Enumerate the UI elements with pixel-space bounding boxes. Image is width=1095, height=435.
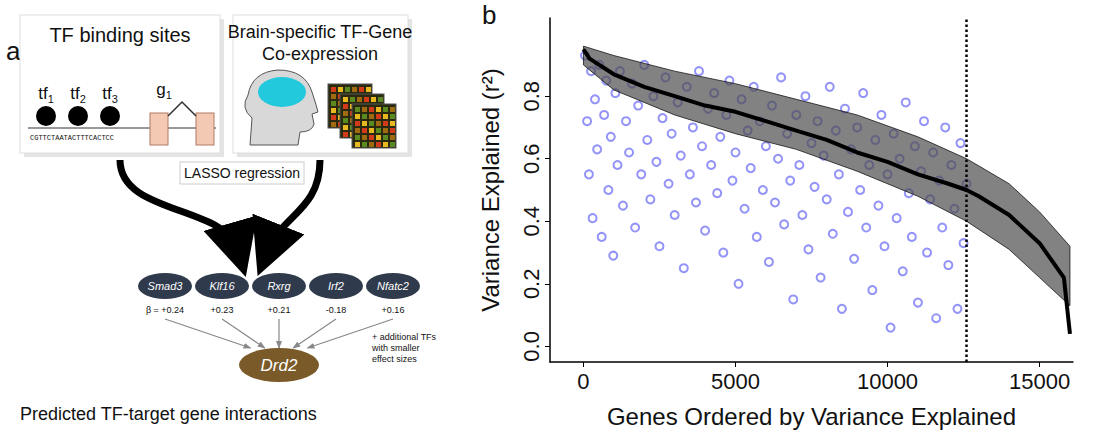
svg-text:Smad3: Smad3 [148,280,184,292]
svg-text:tf2: tf2 [70,84,86,105]
svg-text:g1: g1 [156,80,172,101]
svg-text:0.8: 0.8 [519,81,544,112]
svg-text:TF binding sites: TF binding sites [49,24,190,46]
svg-text:a: a [6,36,21,66]
svg-text:tf1: tf1 [38,84,54,105]
svg-text:+0.16: +0.16 [382,305,405,315]
svg-text:Variance Explained (r²): Variance Explained (r²) [477,68,504,312]
svg-text:tf3: tf3 [102,84,118,105]
svg-text:+0.23: +0.23 [211,305,234,315]
svg-text:Predicted TF-target gene inter: Predicted TF-target gene interactions [20,404,317,424]
svg-text:-0.18: -0.18 [326,305,347,315]
svg-text:+ additional TFs: + additional TFs [372,332,437,342]
svg-text:15000: 15000 [1009,369,1070,394]
svg-text:Genes Ordered by Variance Expl: Genes Ordered by Variance Explained [607,403,1016,430]
svg-text:CGTTCTAATACTTTCACTCC: CGTTCTAATACTTTCACTCC [30,134,114,142]
svg-text:Co-expression: Co-expression [262,44,378,64]
svg-text:Klf16: Klf16 [209,280,235,292]
svg-text:Brain-specific TF-Gene: Brain-specific TF-Gene [228,22,413,42]
svg-text:10000: 10000 [857,369,918,394]
svg-text:Rxrg: Rxrg [267,280,291,292]
svg-text:Nfatc2: Nfatc2 [377,280,409,292]
svg-text:β = +0.24: β = +0.24 [146,305,184,315]
svg-text:0.4: 0.4 [519,206,544,237]
svg-text:effect sizes: effect sizes [372,354,417,364]
svg-text:b: b [482,0,496,30]
svg-text:Drd2: Drd2 [261,356,298,375]
svg-text:+0.21: +0.21 [268,305,291,315]
svg-text:0.2: 0.2 [519,269,544,300]
svg-text:0.6: 0.6 [519,143,544,174]
svg-text:with smaller: with smaller [371,343,420,353]
svg-text:Irf2: Irf2 [328,280,344,292]
svg-text:0: 0 [577,369,589,394]
svg-text:0.0: 0.0 [519,331,544,362]
svg-text:5000: 5000 [711,369,760,394]
svg-text:LASSO regression: LASSO regression [184,165,300,181]
